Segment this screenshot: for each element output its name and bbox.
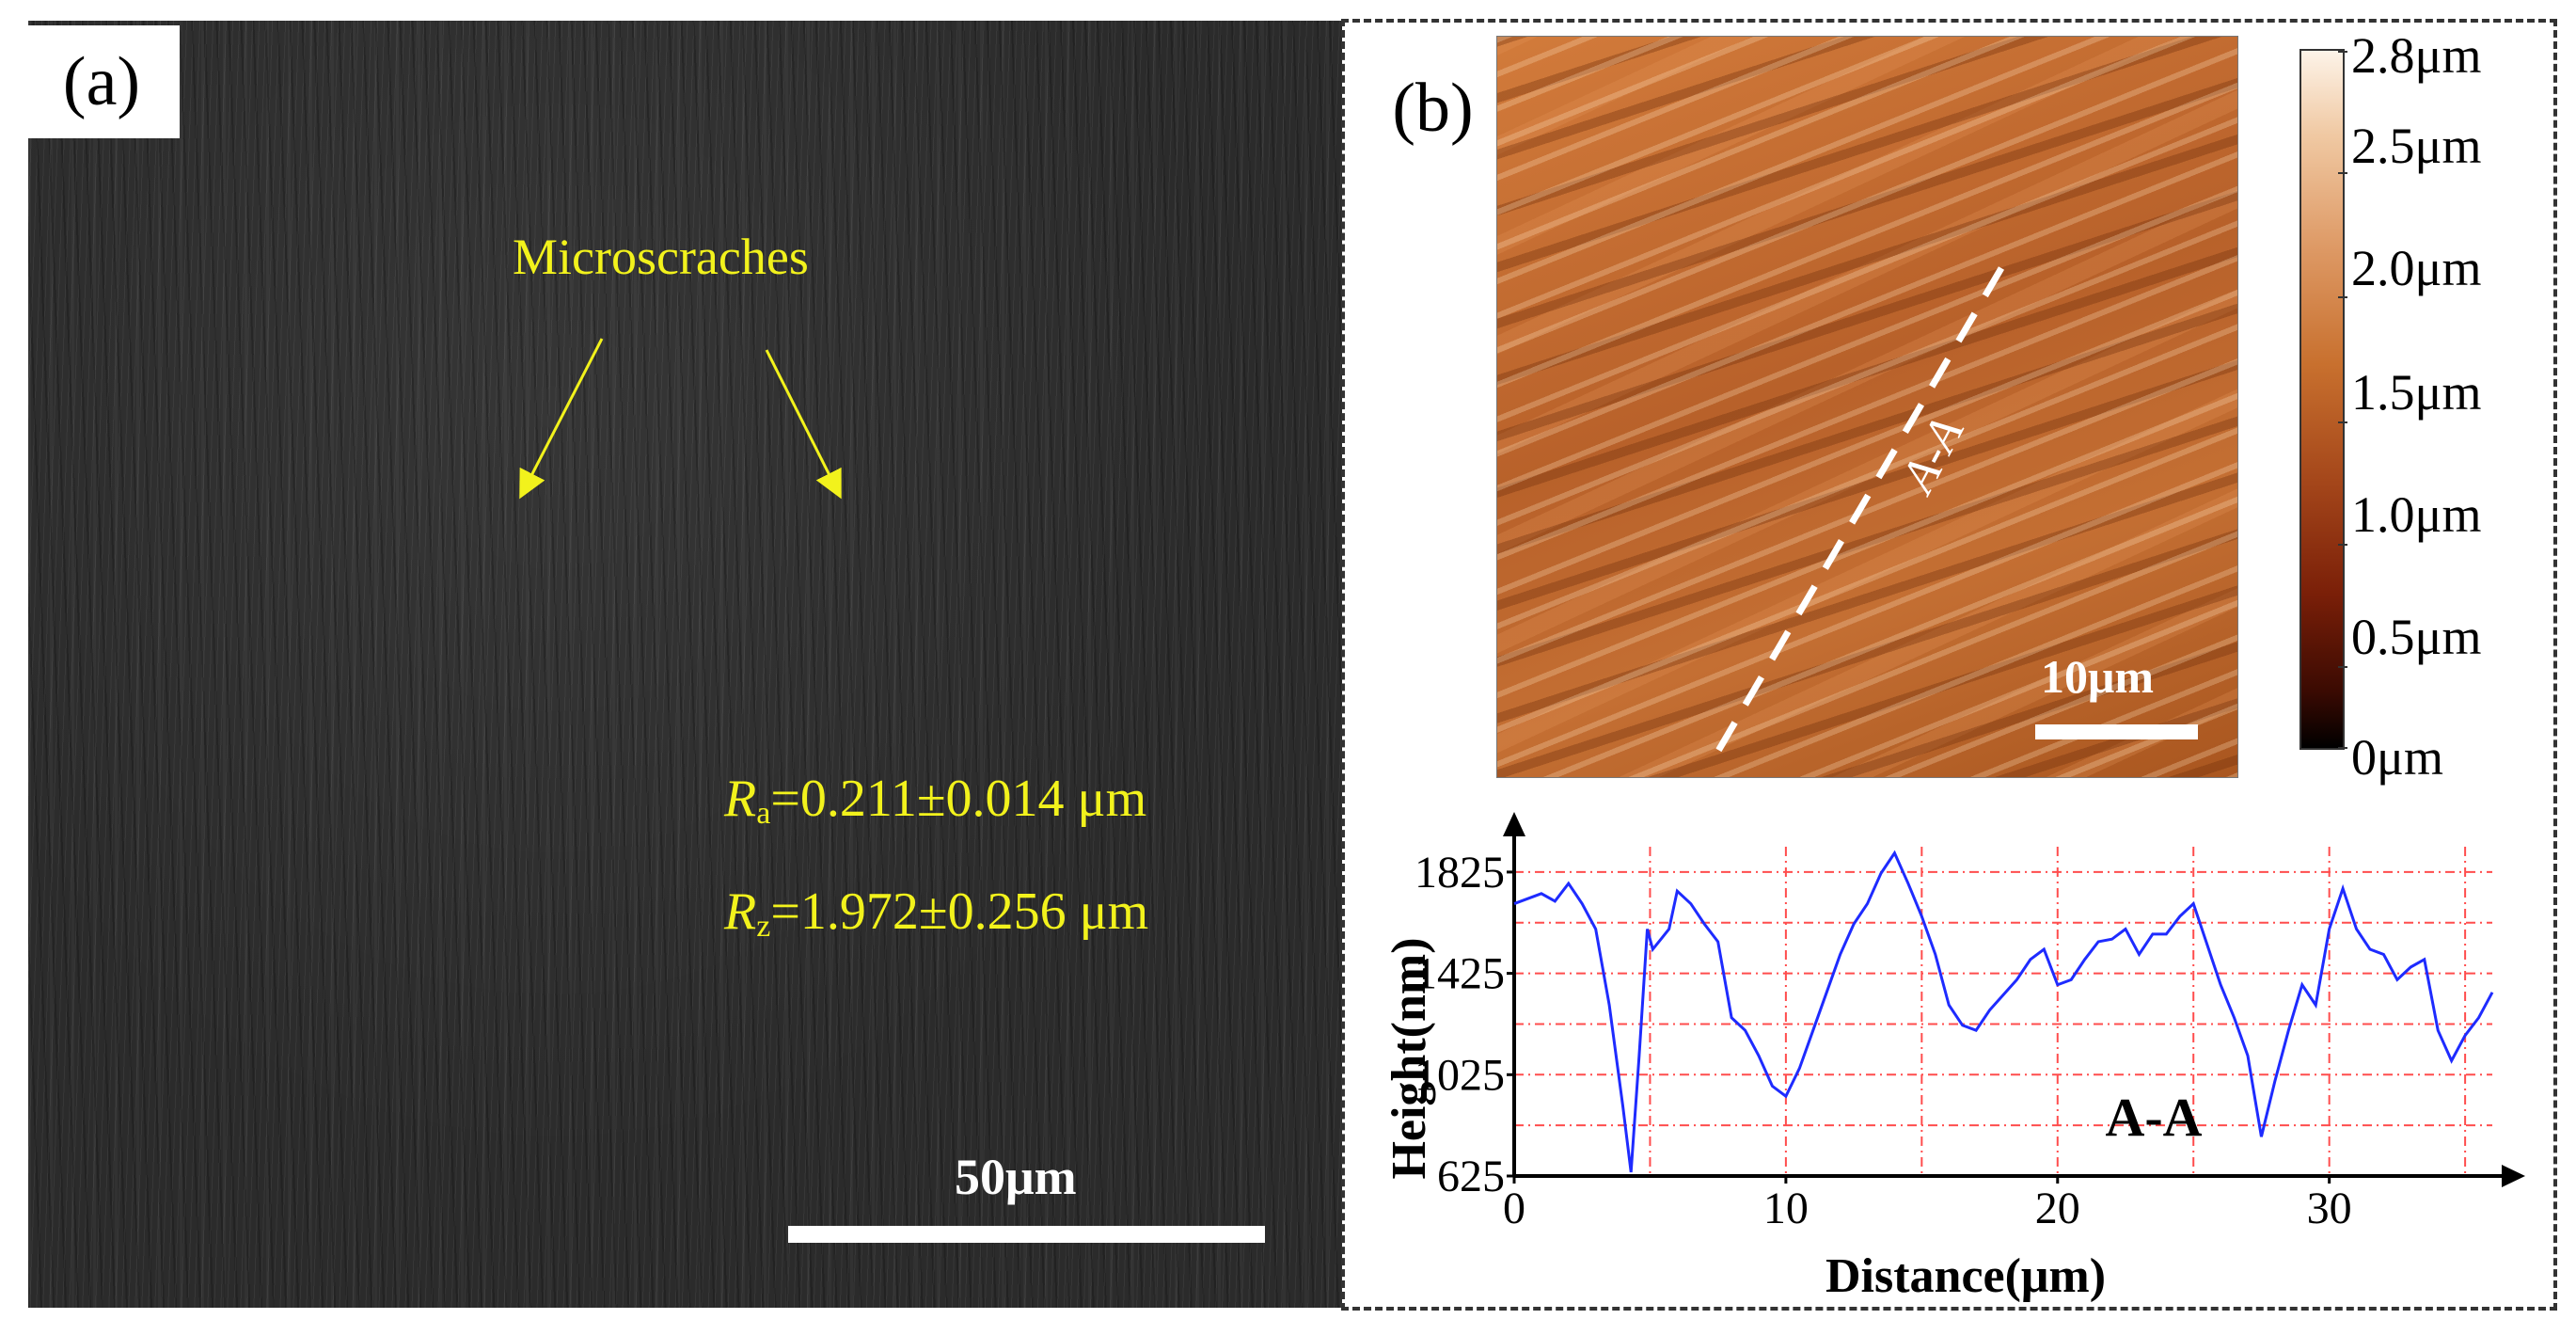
roughness-rz: Rz=1.972±0.256 μm bbox=[724, 882, 1148, 945]
rz-value: =1.972±0.256 μm bbox=[770, 882, 1149, 941]
sem-image-panel-a bbox=[28, 21, 1342, 1308]
ra-symbol: R bbox=[724, 770, 757, 828]
scale-bar-b-label: 10μm bbox=[2041, 650, 2154, 703]
y-tick-label: 625 bbox=[1437, 1152, 1505, 1201]
y-tick-label: 1425 bbox=[1414, 949, 1505, 999]
colorbar-label-1-0: 1.0μm bbox=[2351, 486, 2482, 543]
x-tick-label: 30 bbox=[2307, 1184, 2352, 1233]
y-axis-label: Height(nm) bbox=[1383, 937, 1436, 1179]
axes-layer bbox=[1503, 812, 2525, 1187]
arrow-right bbox=[765, 349, 842, 500]
colorbar-label-0-5: 0.5μm bbox=[2351, 609, 2482, 665]
colorbar-tick bbox=[2338, 747, 2347, 749]
x-tick-label: 0 bbox=[1503, 1184, 1525, 1233]
panel-a-label: (a) bbox=[24, 25, 180, 138]
colorbar-label-2-8: 2.8μm bbox=[2351, 27, 2482, 84]
chart-title: A-A bbox=[2105, 1087, 2202, 1148]
panel-b-frame bbox=[1341, 19, 2557, 1311]
annotation-arrows bbox=[519, 338, 842, 500]
section-line-a-a bbox=[1708, 266, 2005, 764]
colorbar-tick bbox=[2338, 421, 2347, 423]
ra-value: =0.211±0.014 μm bbox=[770, 770, 1147, 828]
y-axis-arrow bbox=[1503, 812, 1525, 836]
scale-bar-a bbox=[788, 1226, 1265, 1243]
colorbar-label-2-5: 2.5μm bbox=[2351, 118, 2482, 174]
tick-layer: 0 10 20 30 625 1025 1425 1825 bbox=[1414, 848, 2352, 1233]
scale-bar-b bbox=[2035, 724, 2198, 739]
microscratch-annotation: Microscraches bbox=[513, 229, 809, 285]
afm-height-map bbox=[1496, 36, 2238, 778]
scale-bar-a-label: 50μm bbox=[955, 1149, 1077, 1205]
colorbar-tick bbox=[2338, 51, 2347, 53]
profile-series-line bbox=[1513, 850, 2494, 1173]
arrow-left bbox=[519, 338, 604, 500]
panel-b-label: (b) bbox=[1392, 70, 1474, 147]
y-tick-label: 1025 bbox=[1414, 1050, 1505, 1100]
rz-symbol: R bbox=[724, 882, 757, 941]
y-tick-label: 1825 bbox=[1414, 848, 1505, 898]
ra-subscript: a bbox=[756, 796, 771, 831]
colorbar-tick bbox=[2338, 296, 2347, 298]
grid-layer bbox=[1514, 847, 2492, 1176]
colorbar-tick bbox=[2338, 172, 2347, 174]
roughness-ra: Ra=0.211±0.014 μm bbox=[724, 769, 1146, 832]
x-axis-arrow bbox=[2502, 1165, 2525, 1187]
rz-subscript: z bbox=[756, 909, 771, 944]
colorbar-tick bbox=[2338, 666, 2347, 668]
colorbar-tick bbox=[2338, 544, 2347, 546]
x-axis-label: Distance(μm) bbox=[1825, 1249, 2106, 1303]
colorbar-label-2-0: 2.0μm bbox=[2351, 240, 2482, 296]
x-tick-label: 20 bbox=[2035, 1184, 2080, 1233]
height-colorbar bbox=[2299, 49, 2345, 750]
colorbar-label-0: 0μm bbox=[2351, 729, 2443, 786]
colorbar-label-1-5: 1.5μm bbox=[2351, 364, 2482, 421]
x-tick-label: 10 bbox=[1763, 1184, 1809, 1233]
